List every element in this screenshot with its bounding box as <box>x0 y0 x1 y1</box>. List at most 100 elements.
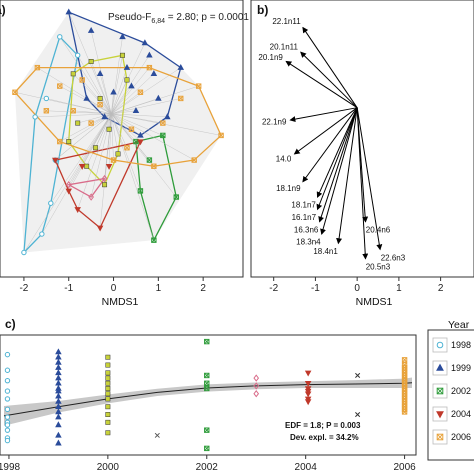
point-2004 <box>304 381 312 387</box>
point-2000 <box>75 120 81 126</box>
spoke <box>111 113 195 161</box>
point-1999 <box>83 94 90 101</box>
spoke <box>41 113 112 235</box>
vector-label: 16.3n6 <box>294 225 319 234</box>
x-tick-label: 0 <box>111 283 117 294</box>
spoke <box>68 113 112 185</box>
point-2005 <box>253 390 260 398</box>
point-1998 <box>4 427 11 433</box>
point-2000 <box>105 354 111 360</box>
point-1998 <box>4 351 11 358</box>
point-2002 <box>204 338 210 345</box>
edf-note: EDF = 1.8; P = 0.003 <box>285 421 361 430</box>
point-1998 <box>4 377 11 384</box>
points <box>4 338 408 452</box>
vector-label: 18.1n7 <box>291 200 316 209</box>
stat-tail: = 2.80; p = 0.0001 <box>165 12 249 23</box>
spoke <box>77 55 112 114</box>
spoke <box>111 113 155 241</box>
x-tick-label: 2006 <box>393 462 416 473</box>
point-2006 <box>34 64 41 71</box>
vector-label: 22.1n9 <box>262 117 287 126</box>
point-1999 <box>128 82 135 89</box>
panel-b-label: b) <box>257 3 268 17</box>
vector-label: 16.1n7 <box>292 213 317 222</box>
spoke <box>59 36 112 114</box>
spoke <box>111 113 128 148</box>
point-2005 <box>253 374 260 382</box>
panel-c-frame <box>0 334 417 456</box>
point-1999 <box>96 70 104 77</box>
point-2006 <box>137 89 144 95</box>
legend-label: 2002 <box>451 386 471 396</box>
vector-22.6n3 <box>356 107 383 251</box>
point-2005 <box>65 181 72 189</box>
point-2002 <box>204 427 210 433</box>
point-2004 <box>74 207 81 214</box>
x-ticks: -2 -1 0 1 2 <box>19 277 206 294</box>
point-2006 <box>88 120 94 126</box>
legend-marker-1998 <box>436 341 444 349</box>
point-2006 <box>146 64 153 71</box>
spoke <box>111 67 128 114</box>
point-2006 <box>110 157 117 163</box>
point-2002 <box>133 138 139 145</box>
point-2006 <box>128 126 135 132</box>
spoke <box>73 110 112 115</box>
point-2005 <box>253 382 260 390</box>
point-2004 <box>304 370 312 377</box>
spoke <box>86 113 112 167</box>
point-2006 <box>178 95 184 102</box>
point-2000 <box>105 412 111 417</box>
hull-2006 <box>14 66 222 167</box>
x-tick-label: 2002 <box>196 462 219 473</box>
point-1999 <box>55 439 62 446</box>
point-2006 <box>79 77 85 83</box>
spoke <box>111 113 141 142</box>
vector-20.1n11 <box>300 51 358 109</box>
point-2005 <box>101 174 108 183</box>
point-2006 <box>57 138 63 145</box>
spoke <box>111 92 141 115</box>
point-2002 <box>204 445 210 452</box>
point-2005b <box>355 372 361 379</box>
stat-prefix: Pseudo-F <box>108 12 151 23</box>
point-2004 <box>304 391 312 398</box>
point-1999 <box>87 26 95 33</box>
point-2004 <box>65 188 72 195</box>
legend-marker-1999 <box>436 363 444 371</box>
x-tick-label: 1998 <box>0 462 21 473</box>
point-1999 <box>55 431 62 438</box>
spoke <box>111 85 199 115</box>
point-2002 <box>204 372 210 379</box>
point-1999 <box>155 94 162 101</box>
point-2000 <box>105 430 111 436</box>
spoke <box>111 67 150 114</box>
point-1999 <box>141 39 149 46</box>
point-2000 <box>66 139 72 145</box>
point-2006 <box>401 409 408 415</box>
x-tick-label: -2 <box>269 283 278 294</box>
spoke <box>111 113 141 191</box>
x-tick-label: 2 <box>438 283 444 294</box>
point-1998 <box>4 406 11 413</box>
vector-20.1n9 <box>285 60 358 109</box>
legend-marker-2006 <box>436 433 444 441</box>
spoke <box>111 98 181 115</box>
point-1999 <box>137 131 144 138</box>
point-2000 <box>70 71 76 77</box>
panel-a-xlabel: NMDS1 <box>102 296 139 308</box>
spoke <box>90 61 112 114</box>
hull-2004 <box>54 140 142 229</box>
smooth-line <box>3 382 413 417</box>
vector-label: 20.5n3 <box>366 263 391 272</box>
point-2000 <box>105 419 111 425</box>
point-2000 <box>88 59 94 64</box>
legend-label: 1998 <box>451 340 471 350</box>
legend-label: 2004 <box>451 409 471 419</box>
point-1999 <box>146 51 153 58</box>
point-2005b <box>355 411 361 418</box>
x-tick-label: -1 <box>311 283 320 294</box>
point-2006 <box>160 120 166 126</box>
vector-18.1n7 <box>316 107 358 198</box>
